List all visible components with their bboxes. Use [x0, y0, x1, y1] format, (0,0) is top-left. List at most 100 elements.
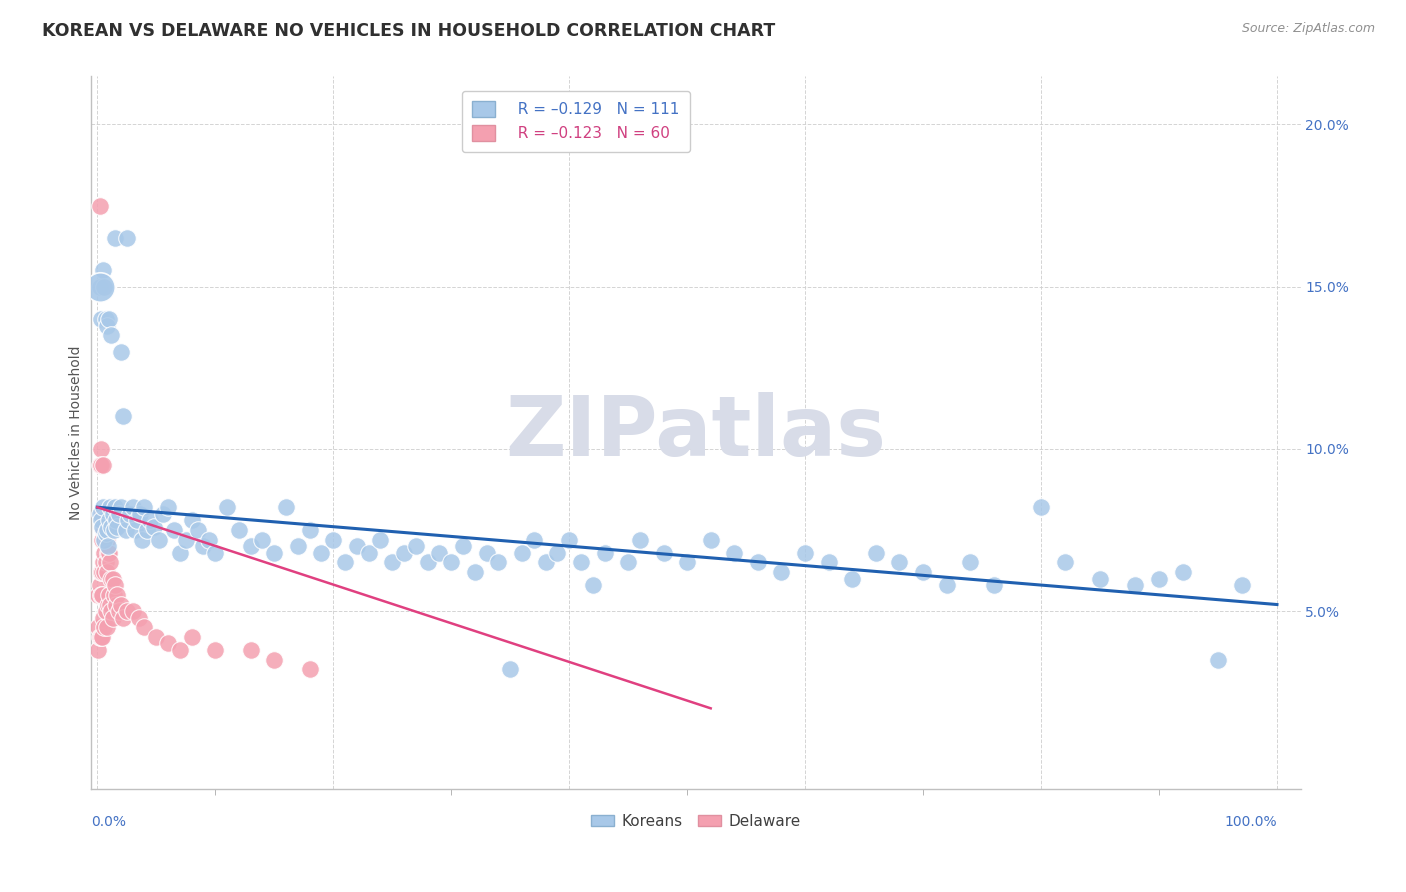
Text: 100.0%: 100.0%	[1225, 815, 1277, 830]
Point	[89, 279, 111, 293]
Point	[91, 555, 114, 569]
Point	[569, 555, 592, 569]
Point	[298, 523, 321, 537]
Point	[93, 620, 115, 634]
Point	[252, 533, 274, 547]
Point	[98, 513, 121, 527]
Point	[770, 565, 793, 579]
Point	[370, 533, 392, 547]
Point	[89, 198, 111, 212]
Point	[1088, 572, 1111, 586]
Point	[89, 458, 111, 472]
Point	[128, 610, 150, 624]
Point	[89, 630, 111, 644]
Point	[93, 565, 115, 579]
Point	[198, 533, 221, 547]
Point	[134, 620, 156, 634]
Point	[94, 526, 117, 541]
Point	[134, 500, 156, 515]
Point	[582, 578, 605, 592]
Point	[274, 500, 297, 515]
Point	[89, 578, 111, 592]
Point	[983, 578, 1005, 592]
Point	[91, 630, 114, 644]
Point	[935, 578, 957, 592]
Point	[346, 539, 368, 553]
Point	[104, 231, 127, 245]
Point	[105, 588, 128, 602]
Legend: Koreans, Delaware: Koreans, Delaware	[585, 808, 807, 835]
Point	[145, 630, 167, 644]
Point	[148, 533, 170, 547]
Point	[127, 513, 149, 527]
Point	[112, 610, 135, 624]
Point	[124, 523, 146, 537]
Point	[120, 507, 142, 521]
Point	[91, 610, 114, 624]
Point	[534, 555, 557, 569]
Point	[103, 523, 125, 537]
Text: Source: ZipAtlas.com: Source: ZipAtlas.com	[1241, 22, 1375, 36]
Point	[174, 533, 197, 547]
Point	[139, 513, 162, 527]
Point	[89, 507, 111, 521]
Point	[100, 572, 122, 586]
Point	[91, 523, 114, 537]
Point	[104, 578, 127, 592]
Point	[93, 546, 115, 560]
Point	[104, 500, 127, 515]
Point	[87, 588, 110, 602]
Point	[180, 513, 202, 527]
Point	[204, 546, 226, 560]
Point	[163, 523, 186, 537]
Point	[699, 533, 721, 547]
Point	[121, 604, 143, 618]
Point	[169, 643, 191, 657]
Point	[204, 643, 226, 657]
Point	[912, 565, 935, 579]
Point	[392, 546, 415, 560]
Point	[98, 546, 121, 560]
Point	[287, 539, 309, 553]
Point	[90, 312, 112, 326]
Point	[91, 533, 114, 547]
Point	[101, 572, 124, 586]
Point	[90, 565, 112, 579]
Point	[128, 507, 150, 521]
Point	[90, 513, 112, 527]
Point	[112, 409, 135, 424]
Point	[89, 279, 111, 293]
Point	[105, 598, 128, 612]
Point	[105, 519, 128, 533]
Point	[499, 662, 522, 676]
Point	[215, 500, 238, 515]
Point	[90, 630, 112, 644]
Point	[98, 588, 121, 602]
Point	[96, 533, 118, 547]
Point	[105, 513, 128, 527]
Point	[1029, 500, 1052, 515]
Point	[96, 523, 118, 537]
Text: 0.0%: 0.0%	[91, 815, 127, 830]
Point	[723, 546, 745, 560]
Point	[464, 565, 486, 579]
Y-axis label: No Vehicles in Household: No Vehicles in Household	[69, 345, 83, 520]
Point	[357, 546, 380, 560]
Point	[440, 555, 463, 569]
Point	[98, 500, 121, 515]
Point	[131, 533, 153, 547]
Point	[91, 500, 114, 515]
Point	[96, 318, 118, 333]
Point	[110, 598, 132, 612]
Point	[101, 507, 124, 521]
Point	[96, 620, 118, 634]
Point	[510, 546, 533, 560]
Point	[100, 328, 122, 343]
Point	[228, 523, 250, 537]
Point	[193, 539, 215, 553]
Point	[94, 555, 117, 569]
Point	[1147, 572, 1170, 586]
Point	[1206, 653, 1229, 667]
Point	[90, 458, 112, 472]
Point	[157, 500, 180, 515]
